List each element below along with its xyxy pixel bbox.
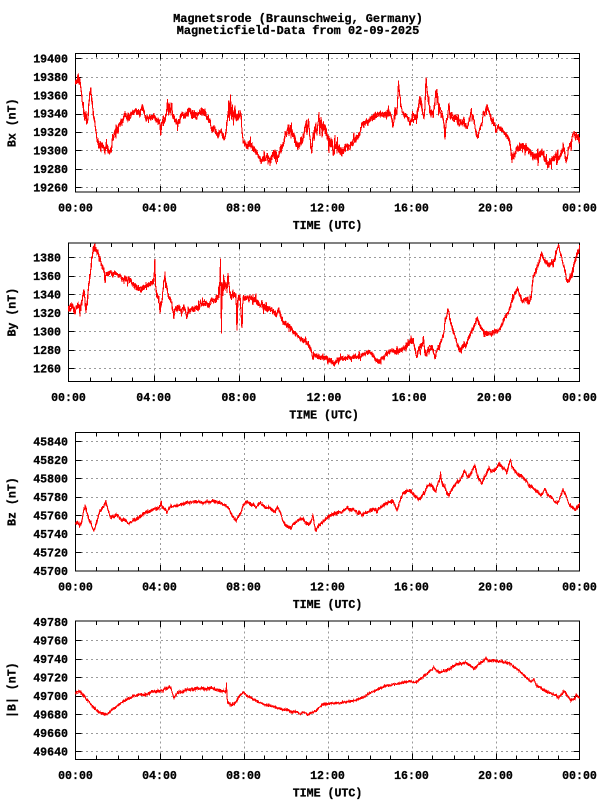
svg-text:49720: 49720 — [33, 672, 68, 685]
svg-text:Magnetsrode (Braunschweig, Ger: Magnetsrode (Braunschweig, Germany) — [173, 12, 423, 26]
svg-text:16:00: 16:00 — [392, 392, 427, 405]
svg-text:45800: 45800 — [33, 474, 68, 487]
svg-text:19280: 19280 — [33, 164, 68, 177]
svg-text:1260: 1260 — [33, 364, 61, 377]
svg-text:12:00: 12:00 — [310, 203, 345, 216]
svg-text:49640: 49640 — [33, 747, 68, 760]
svg-text:16:00: 16:00 — [394, 770, 429, 783]
svg-text:04:00: 04:00 — [142, 770, 177, 783]
svg-text:08:00: 08:00 — [226, 770, 261, 783]
svg-text:1380: 1380 — [33, 252, 61, 265]
svg-text:08:00: 08:00 — [221, 392, 256, 405]
svg-text:19320: 19320 — [33, 127, 68, 140]
svg-text:12:00: 12:00 — [310, 770, 345, 783]
svg-text:1300: 1300 — [33, 327, 61, 340]
svg-text:Bx (nT): Bx (nT) — [7, 98, 20, 147]
svg-text:08:00: 08:00 — [226, 203, 261, 216]
svg-text:12:00: 12:00 — [310, 582, 345, 595]
svg-text:08:00: 08:00 — [226, 582, 261, 595]
svg-text:00:00: 00:00 — [562, 582, 597, 595]
svg-text:49660: 49660 — [33, 728, 68, 741]
svg-text:00:00: 00:00 — [58, 770, 93, 783]
svg-text:TIME (UTC): TIME (UTC) — [289, 410, 359, 423]
svg-text:00:00: 00:00 — [562, 770, 597, 783]
svg-text:49740: 49740 — [33, 654, 68, 667]
svg-text:19380: 19380 — [33, 72, 68, 85]
svg-text:45760: 45760 — [33, 511, 68, 524]
svg-text:1360: 1360 — [33, 271, 61, 284]
svg-text:1320: 1320 — [33, 308, 61, 321]
svg-text:04:00: 04:00 — [136, 392, 171, 405]
svg-text:00:00: 00:00 — [51, 392, 86, 405]
svg-text:00:00: 00:00 — [58, 203, 93, 216]
svg-text:TIME (UTC): TIME (UTC) — [293, 220, 363, 233]
svg-text:20:00: 20:00 — [478, 203, 513, 216]
svg-text:49780: 49780 — [33, 617, 68, 630]
svg-text:00:00: 00:00 — [562, 392, 597, 405]
svg-text:TIME (UTC): TIME (UTC) — [293, 788, 363, 800]
svg-text:20:00: 20:00 — [477, 392, 512, 405]
svg-text:45820: 45820 — [33, 455, 68, 468]
svg-text:20:00: 20:00 — [478, 770, 513, 783]
svg-text:00:00: 00:00 — [58, 582, 93, 595]
svg-text:19260: 19260 — [33, 183, 68, 196]
svg-text:19360: 19360 — [33, 90, 68, 103]
svg-text:04:00: 04:00 — [142, 203, 177, 216]
svg-text:Magneticfield-Data from 02-09-: Magneticfield-Data from 02-09-2025 — [177, 24, 420, 38]
svg-text:19400: 19400 — [33, 53, 68, 66]
svg-text:45780: 45780 — [33, 492, 68, 505]
svg-text:49760: 49760 — [33, 635, 68, 648]
svg-text:16:00: 16:00 — [394, 582, 429, 595]
svg-text:20:00: 20:00 — [478, 582, 513, 595]
svg-text:45720: 45720 — [33, 548, 68, 561]
svg-text:TIME (UTC): TIME (UTC) — [293, 599, 363, 612]
svg-text:04:00: 04:00 — [142, 582, 177, 595]
svg-text:00:00: 00:00 — [562, 203, 597, 216]
svg-text:19300: 19300 — [33, 146, 68, 159]
svg-text:By (nT): By (nT) — [7, 288, 20, 337]
svg-text:49700: 49700 — [33, 691, 68, 704]
svg-text:16:00: 16:00 — [394, 203, 429, 216]
svg-text:12:00: 12:00 — [307, 392, 342, 405]
svg-text:19340: 19340 — [33, 109, 68, 122]
svg-text:Bz (nT): Bz (nT) — [7, 477, 20, 526]
svg-text:45740: 45740 — [33, 529, 68, 542]
svg-text:1340: 1340 — [33, 290, 61, 303]
svg-text:|B| (nT): |B| (nT) — [7, 662, 20, 718]
svg-text:1280: 1280 — [33, 345, 61, 358]
svg-text:49680: 49680 — [33, 709, 68, 722]
svg-text:45840: 45840 — [33, 437, 68, 450]
svg-text:45700: 45700 — [33, 566, 68, 579]
